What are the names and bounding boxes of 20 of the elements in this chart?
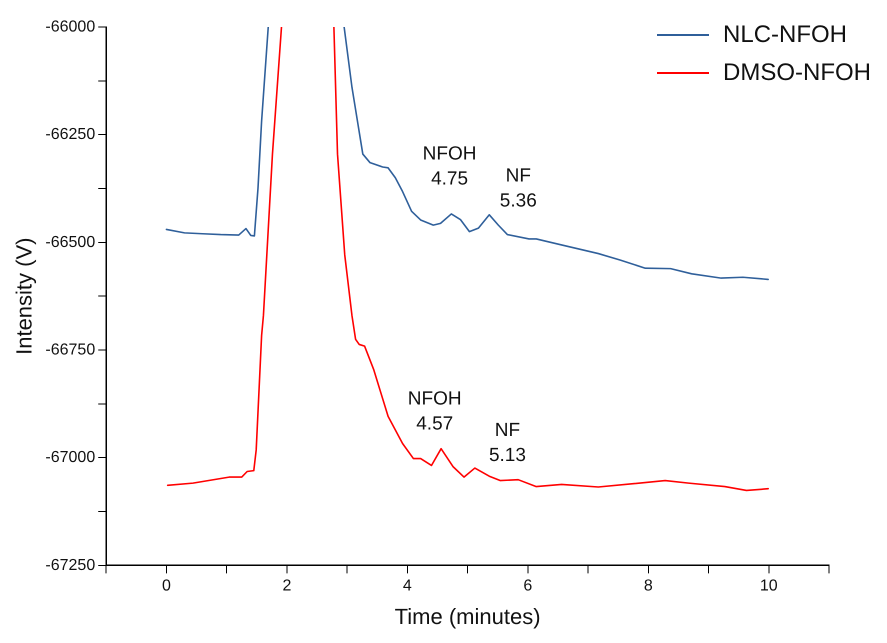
annotation: NFOH 4.57 [408, 388, 462, 434]
y-tick-label: -66500 [45, 234, 96, 251]
y-tick-label: -67000 [45, 449, 96, 466]
x-tick-label: 10 [760, 577, 778, 594]
x-tick-label: 0 [162, 577, 171, 594]
y-tick-label: -67250 [45, 556, 96, 574]
x-tick-label: 8 [644, 577, 653, 594]
x-tick-label: 6 [523, 577, 532, 594]
annotation: NF 5.36 [500, 166, 537, 212]
y-axis-title: Intensity (V) [11, 238, 36, 355]
y-tick-label: -66000 [45, 18, 96, 36]
legend-label: NLC-NFOH [723, 20, 848, 50]
y-tick-label: -66750 [45, 341, 96, 358]
x-axis-title: Time (minutes) [394, 604, 541, 629]
x-tick-label: 4 [402, 577, 412, 594]
annotation: NF 5.13 [488, 420, 526, 466]
legend-label: DMSO-NFOH [723, 58, 871, 88]
annotation: NFOH 4.75 [422, 144, 476, 190]
y-tick-label: -66250 [45, 126, 96, 144]
x-tick-label: 2 [282, 577, 292, 594]
